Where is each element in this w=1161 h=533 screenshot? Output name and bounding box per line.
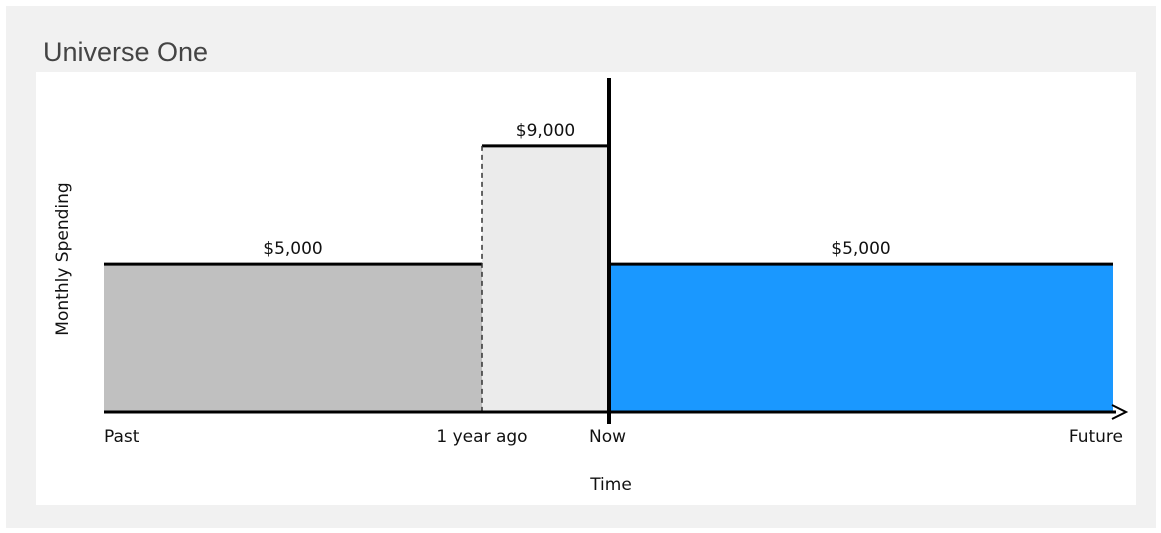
x-tick-label-3: Future bbox=[1069, 427, 1123, 447]
x-tick-label-1: 1 year ago bbox=[436, 427, 527, 447]
y-axis-label: Monthly Spending bbox=[53, 182, 73, 335]
panel-title: Universe One bbox=[43, 37, 209, 67]
data-label-0: $5,000 bbox=[263, 239, 322, 259]
data-label-2: $5,000 bbox=[831, 239, 890, 259]
data-label-1: $9,000 bbox=[516, 121, 575, 141]
x-tick-label-2: Now bbox=[589, 427, 626, 447]
segment-fill-0 bbox=[104, 264, 482, 412]
x-axis-label: Time bbox=[589, 475, 632, 495]
segment-fill-2 bbox=[609, 264, 1113, 412]
x-axis-arrow-icon bbox=[1111, 404, 1129, 420]
segment-fill-1 bbox=[482, 145, 609, 413]
x-tick-label-0: Past bbox=[104, 427, 140, 447]
